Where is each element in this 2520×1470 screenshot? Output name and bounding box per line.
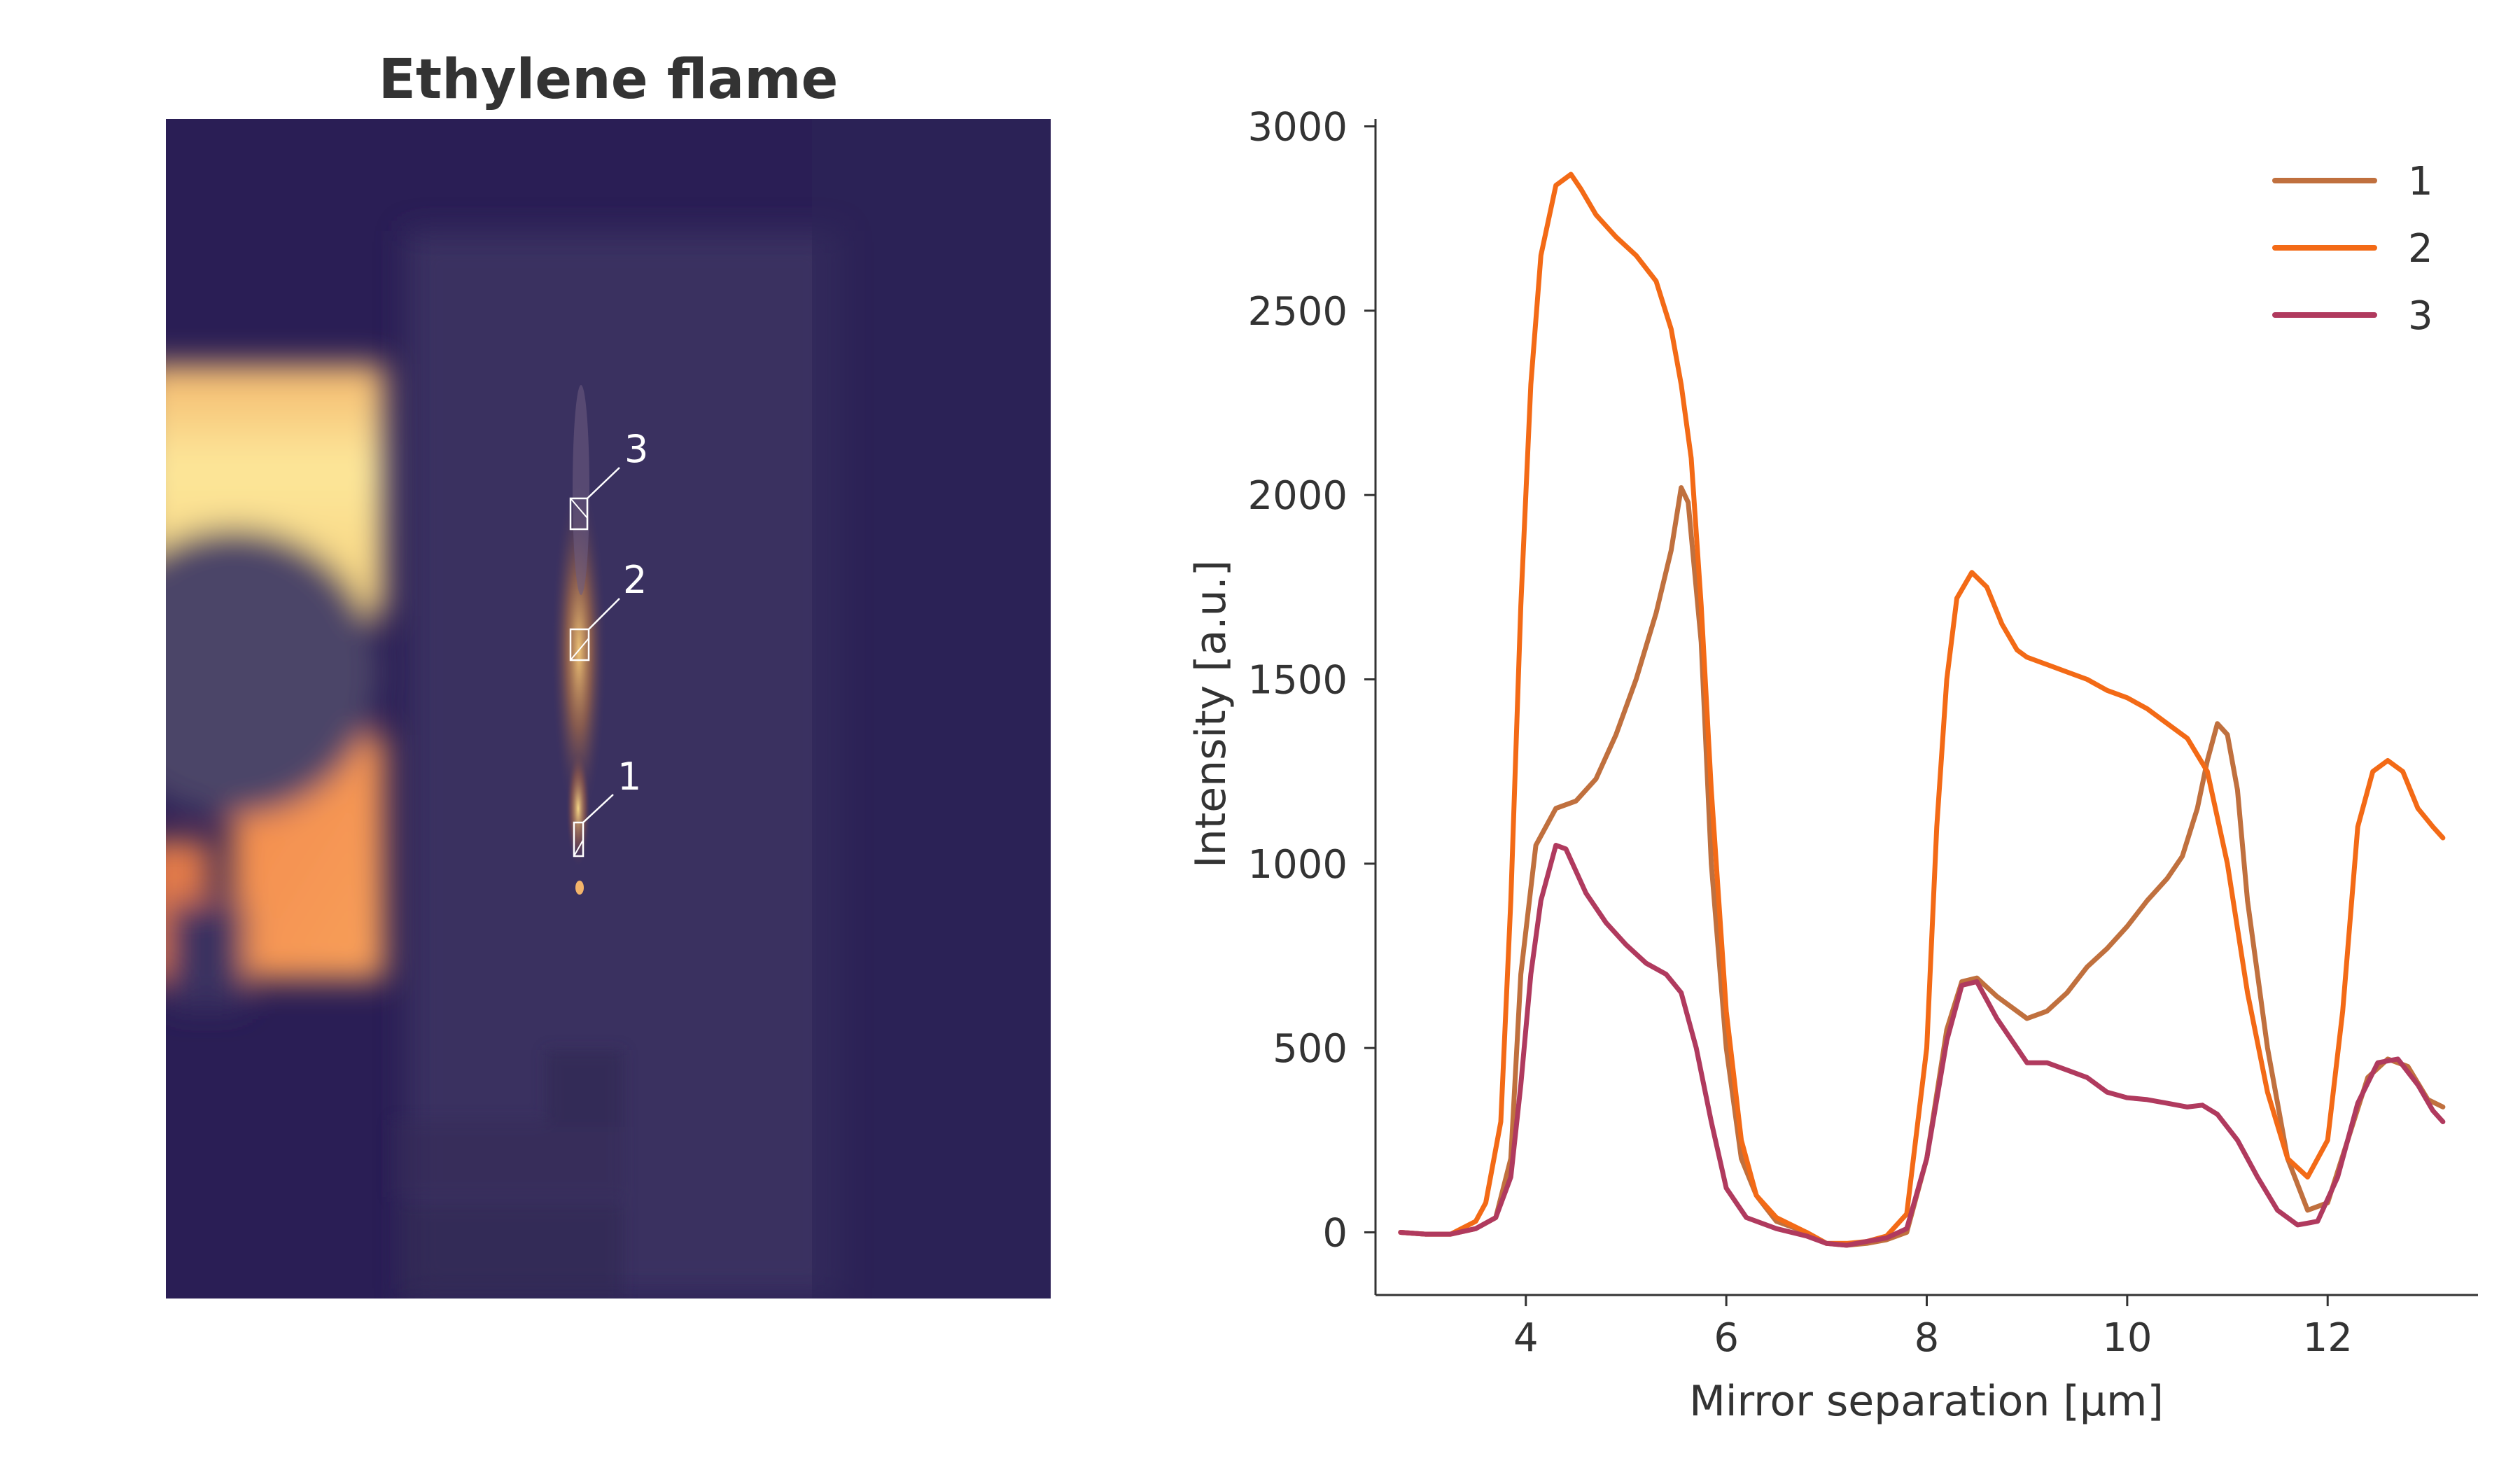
y-tick-label: 2500 (1247, 289, 1348, 335)
x-tick-label: 8 (1914, 1315, 1940, 1361)
y-tick-label: 0 (1322, 1210, 1348, 1256)
legend-label-2: 2 (2408, 226, 2433, 272)
y-tick-label: 500 (1273, 1026, 1348, 1072)
chart-legend: 1 2 3 (2275, 159, 2433, 339)
flame-image (91, 119, 1051, 1298)
x-tick-label: 10 (2102, 1315, 2152, 1361)
image-title: Ethylene flame (379, 48, 839, 111)
series-line-1 (1401, 488, 2443, 1245)
chart-series-layer (1401, 174, 2443, 1245)
marker-label-3: 3 (624, 427, 648, 471)
y-tick-label: 3000 (1247, 105, 1348, 150)
y-tick-label: 2000 (1247, 473, 1348, 519)
series-line-2 (1401, 174, 2443, 1243)
legend-label-1: 1 (2408, 159, 2433, 204)
legend-label-3: 3 (2408, 293, 2433, 339)
y-axis-label: Intensity [a.u.] (1186, 560, 1236, 868)
marker-label-2: 2 (623, 558, 647, 602)
x-tick-label: 4 (1513, 1315, 1539, 1361)
x-tick-label: 12 (2303, 1315, 2353, 1361)
x-axis-label: Mirror separation [µm] (1689, 1377, 2164, 1426)
x-tick-label: 6 (1714, 1315, 1739, 1361)
marker-label-1: 1 (617, 755, 641, 799)
y-tick-label: 1500 (1247, 658, 1348, 704)
y-tick-label: 1000 (1247, 842, 1348, 888)
